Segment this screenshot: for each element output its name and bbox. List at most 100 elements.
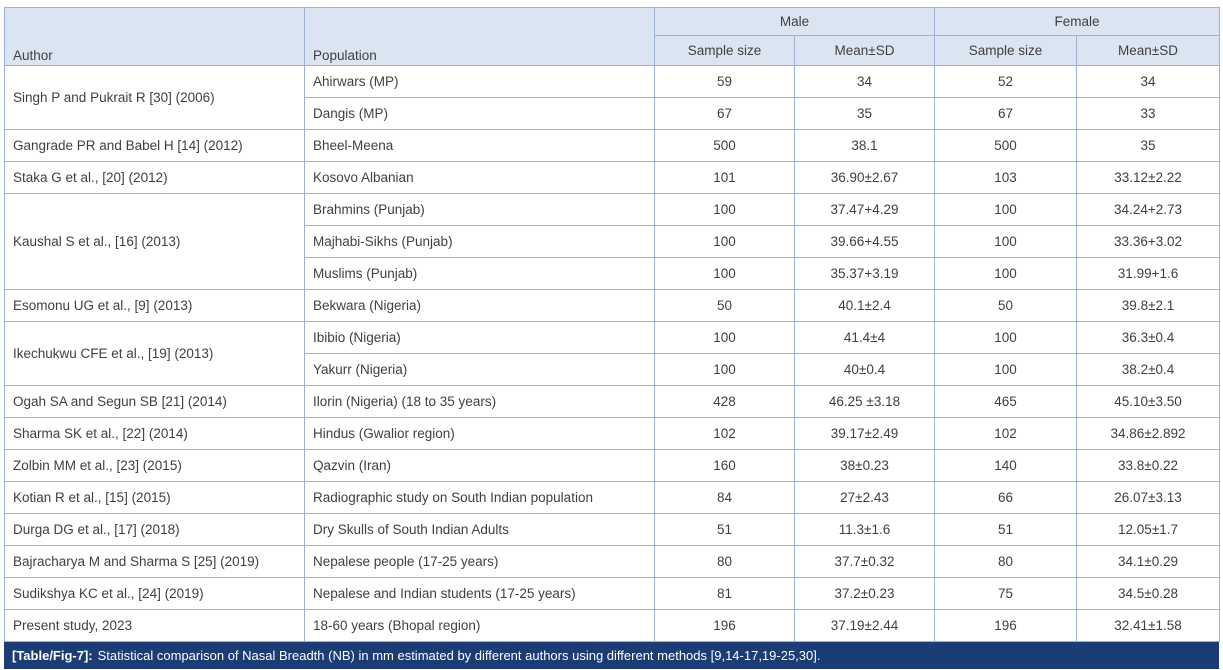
male-mean-sd-cell: 11.3±1.6: [793, 513, 936, 546]
female-sample-size-cell: 50: [934, 289, 1078, 322]
table-row: Ogah SA and Segun SB [21] (2014) Ilorin (…: [4, 385, 1221, 418]
population-cell: Qazvin (Iran): [304, 449, 655, 482]
male-sample-size-cell: 100: [654, 353, 795, 386]
table-row: Present study, 2023 18-60 years (Bhopal r…: [4, 609, 1221, 642]
table-row: Majhabi-Sikhs (Punjab) 100 39.66+4.55 100 33…: [5, 225, 1221, 258]
population-cell: Hindus (Gwalior region): [304, 417, 655, 450]
female-mean-sd-cell: 35: [1076, 129, 1221, 162]
male-mean-sd-cell: 37.7±0.32: [793, 545, 936, 578]
female-sample-size-cell: 465: [934, 385, 1078, 418]
table-row: Staka G et al., [20] (2012) Kosovo Albani…: [4, 161, 1221, 194]
population-cell: Kosovo Albanian: [304, 161, 655, 194]
male-mean-sd-cell: 46.25 ±3.18: [793, 385, 936, 418]
male-sample-size-cell: 67: [654, 97, 795, 130]
female-mean-sd-cell: 34.1±0.29: [1076, 545, 1221, 578]
male-mean-sd-cell: 36.90±2.67: [793, 161, 936, 194]
female-mean-sd-cell: 36.3±0.4: [1076, 321, 1221, 354]
table-row: Yakurr (Nigeria) 100 40±0.4 100 38.2±0.4: [5, 353, 1221, 386]
female-sample-size-cell: 100: [934, 321, 1078, 354]
population-cell: Muslims (Punjab): [304, 257, 655, 290]
population-cell: Radiographic study on South Indian popul…: [304, 481, 655, 514]
female-sample-size-header: Sample size: [934, 35, 1078, 66]
population-cell: Ibibio (Nigeria): [304, 321, 655, 354]
male-sample-size-cell: 500: [654, 129, 795, 162]
male-mean-sd-cell: 39.17±2.49: [793, 417, 936, 450]
female-sample-size-cell: 100: [934, 225, 1078, 258]
female-mean-sd-cell: 45.10±3.50: [1076, 385, 1221, 418]
female-sample-size-cell: 196: [934, 609, 1078, 642]
author-cell: Sharma SK et al., [22] (2014): [4, 417, 305, 450]
male-sample-size-cell: 84: [654, 481, 795, 514]
column-header-row: Sample size Mean±SD Sample size Mean±SD: [5, 35, 1221, 66]
table-row: Singh P and Pukrait R [30] (2006) Ahirwar…: [4, 65, 1221, 130]
author-cell: Singh P and Pukrait R [30] (2006): [4, 65, 305, 130]
female-sample-size-cell: 100: [934, 257, 1078, 290]
author-cell: Kotian R et al., [15] (2015): [4, 481, 305, 514]
table-row: Bajracharya M and Sharma S [25] (2019) Ne…: [4, 545, 1221, 578]
female-sample-size-cell: 75: [934, 577, 1078, 610]
female-mean-sd-cell: 33: [1076, 97, 1221, 130]
table-row: Sudikshya KC et al., [24] (2019) Nepalese…: [4, 577, 1221, 610]
male-sample-size-cell: 81: [654, 577, 795, 610]
table-caption-label: [Table/Fig-7]:: [12, 648, 93, 663]
table-row: Kaushal S et al., [16] (2013) Brahmins (P…: [4, 193, 1221, 290]
male-mean-sd-cell: 34: [793, 65, 936, 98]
population-cell: 18-60 years (Bhopal region): [304, 609, 655, 642]
author-cell: Ogah SA and Segun SB [21] (2014): [4, 385, 305, 418]
male-sample-size-cell: 100: [654, 193, 795, 226]
male-sample-size-cell: 80: [654, 545, 795, 578]
female-sample-size-cell: 100: [934, 353, 1078, 386]
male-sample-size-cell: 102: [654, 417, 795, 450]
group-header-row: Author Population Male Female: [4, 7, 1221, 66]
table-row: Durga DG et al., [17] (2018) Dry Skulls o…: [4, 513, 1221, 546]
author-cell: Present study, 2023: [4, 609, 305, 642]
female-sample-size-cell: 80: [934, 545, 1078, 578]
female-sample-size-cell: 66: [934, 481, 1078, 514]
population-cell: Dry Skulls of South Indian Adults: [304, 513, 655, 546]
population-cell: Bekwara (Nigeria): [304, 289, 655, 322]
male-mean-sd-cell: 37.47+4.29: [793, 193, 936, 226]
male-mean-sd-cell: 41.4±4: [793, 321, 936, 354]
table-caption-text: Statistical comparison of Nasal Breadth …: [97, 648, 821, 663]
author-cell: Esomonu UG et al., [9] (2013): [4, 289, 305, 322]
population-cell: Ahirwars (MP): [304, 65, 655, 98]
male-sample-size-cell: 59: [654, 65, 795, 98]
male-sample-size-cell: 100: [654, 257, 795, 290]
table-row: Kotian R et al., [15] (2015) Radiographic…: [4, 481, 1221, 514]
author-cell: Durga DG et al., [17] (2018): [4, 513, 305, 546]
male-sample-size-cell: 101: [654, 161, 795, 194]
male-mean-sd-cell: 35: [793, 97, 936, 130]
table-row: Dangis (MP) 67 35 67 33: [5, 97, 1221, 130]
female-mean-sd-cell: 32.41±1.58: [1076, 609, 1221, 642]
comparison-table: Author Population Male Female Sample siz…: [4, 7, 1221, 642]
male-mean-sd-header: Mean±SD: [793, 35, 936, 66]
female-sample-size-cell: 102: [934, 417, 1078, 450]
female-sample-size-cell: 103: [934, 161, 1078, 194]
table-row: Ikechukwu CFE et al., [19] (2013) Ibibio …: [4, 321, 1221, 386]
population-cell: Yakurr (Nigeria): [304, 353, 655, 386]
female-mean-sd-cell: 26.07±3.13: [1076, 481, 1221, 514]
female-mean-sd-header: Mean±SD: [1076, 35, 1221, 66]
male-mean-sd-cell: 37.19±2.44: [793, 609, 936, 642]
table-row: Esomonu UG et al., [9] (2013) Bekwara (Ni…: [4, 289, 1221, 322]
population-cell: Bheel-Meena: [304, 129, 655, 162]
table-row: Muslims (Punjab) 100 35.37+3.19 100 31.99+1.…: [5, 257, 1221, 290]
author-cell: Kaushal S et al., [16] (2013): [4, 193, 305, 290]
male-mean-sd-cell: 37.2±0.23: [793, 577, 936, 610]
female-sample-size-cell: 500: [934, 129, 1078, 162]
male-mean-sd-cell: 38.1: [793, 129, 936, 162]
male-mean-sd-cell: 27±2.43: [793, 481, 936, 514]
male-mean-sd-cell: 40.1±2.4: [793, 289, 936, 322]
author-cell: Sudikshya KC et al., [24] (2019): [4, 577, 305, 610]
female-sample-size-cell: 67: [934, 97, 1078, 130]
table-header: Author Population Male Female Sample siz…: [4, 7, 1221, 66]
male-sample-size-cell: 428: [654, 385, 795, 418]
female-mean-sd-cell: 34.86±2.892: [1076, 417, 1221, 450]
table-row: Zolbin MM et al., [23] (2015) Qazvin (Ira…: [4, 449, 1221, 482]
table-body: Singh P and Pukrait R [30] (2006) Ahirwar…: [4, 65, 1221, 642]
population-cell: Majhabi-Sikhs (Punjab): [304, 225, 655, 258]
female-mean-sd-cell: 31.99+1.6: [1076, 257, 1221, 290]
author-cell: Bajracharya M and Sharma S [25] (2019): [4, 545, 305, 578]
population-column-header: Population: [304, 7, 655, 66]
male-sample-size-cell: 100: [654, 321, 795, 354]
